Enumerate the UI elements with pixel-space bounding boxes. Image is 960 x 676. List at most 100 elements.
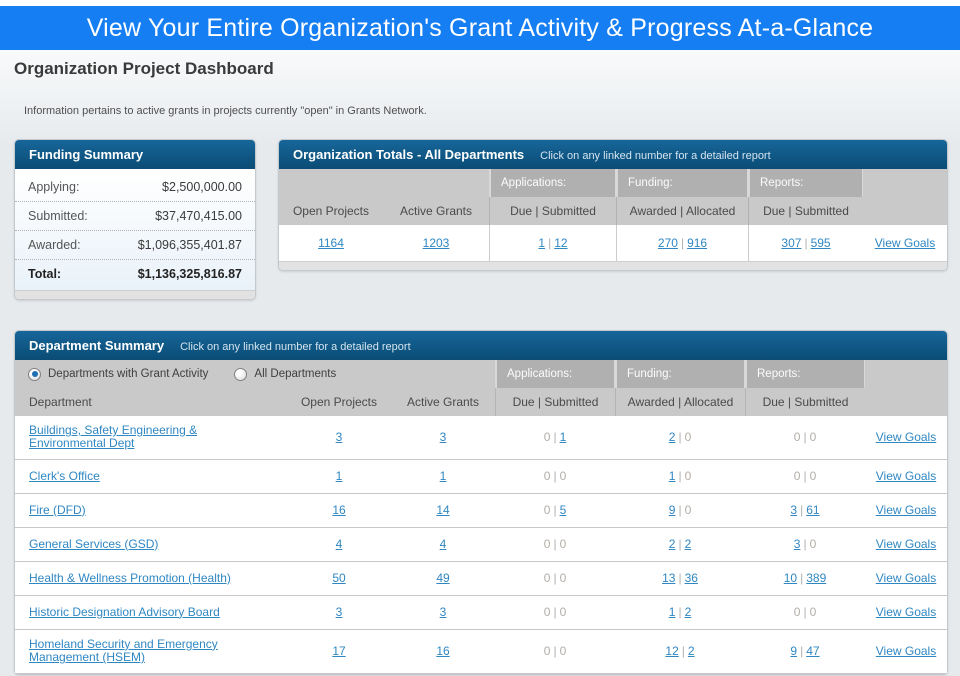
radio-button-icon[interactable] xyxy=(28,367,41,381)
reports-submitted-value[interactable]: 389 xyxy=(806,571,827,586)
funding-awarded-value[interactable]: 13 xyxy=(662,571,676,586)
active-grants-link[interactable]: 16 xyxy=(436,644,450,659)
apps-due-value: 0 xyxy=(543,537,551,552)
active-grants-link[interactable]: 14 xyxy=(436,503,450,518)
active-grants-link[interactable]: 49 xyxy=(436,571,450,586)
reports-due-value: 0 xyxy=(793,469,801,484)
org-col-open-projects: Open Projects xyxy=(292,204,370,218)
dept-group-applications: Applications: xyxy=(495,360,615,388)
open-projects-link[interactable]: 16 xyxy=(332,503,346,518)
pair-separator: | xyxy=(800,503,804,518)
view-goals-link[interactable]: View Goals xyxy=(875,605,937,620)
open-projects-link[interactable]: 3 xyxy=(335,430,343,445)
pair-separator: | xyxy=(553,469,557,484)
department-link[interactable]: Clerk's Office xyxy=(29,468,100,483)
department-filter-zone: Departments with Grant Activity All Depa… xyxy=(15,360,495,388)
funding-allocated-value[interactable]: 36 xyxy=(684,571,698,586)
open-projects-link[interactable]: 17 xyxy=(332,644,346,659)
reports-submitted-value: 0 xyxy=(809,430,817,445)
pair-separator: | xyxy=(800,571,804,586)
funding-awarded-value[interactable]: 12 xyxy=(665,644,679,659)
reports-due-value[interactable]: 3 xyxy=(790,503,798,518)
reports-due-value[interactable]: 3 xyxy=(793,537,801,552)
banner-title: View Your Entire Organization's Grant Ac… xyxy=(86,13,874,42)
pair-separator: | xyxy=(803,469,807,484)
apps-submitted-value: 0 xyxy=(559,469,567,484)
table-row: Homeland Security and Emergency Manageme… xyxy=(15,629,947,674)
department-link[interactable]: Buildings, Safety Engineering & Environm… xyxy=(29,423,198,451)
reports-submitted-value[interactable]: 61 xyxy=(806,503,820,518)
org-totals-subtitle: Click on any linked number for a detaile… xyxy=(540,150,771,162)
pair-separator: | xyxy=(678,430,682,445)
funding-allocated-value: 0 xyxy=(684,469,692,484)
org-apps-due-link[interactable]: 1 xyxy=(538,236,546,250)
funding-allocated-value[interactable]: 2 xyxy=(684,605,692,620)
funding-allocated-value: 0 xyxy=(684,503,692,518)
view-goals-link[interactable]: View Goals xyxy=(875,644,937,659)
active-grants-link[interactable]: 3 xyxy=(439,605,447,620)
table-row: Health & Wellness Promotion (Health) 50 … xyxy=(15,561,947,596)
pair-separator: | xyxy=(678,571,682,586)
open-projects-link[interactable]: 3 xyxy=(335,605,343,620)
funding-value: $2,500,000.00 xyxy=(162,180,242,194)
funding-summary-footer xyxy=(15,290,255,299)
table-row: Fire (DFD) 16 14 0 | 5 9 | 0 3 | 61 View… xyxy=(15,493,947,528)
open-projects-link[interactable]: 50 xyxy=(332,571,346,586)
funding-awarded-value[interactable]: 1 xyxy=(668,605,676,620)
org-view-goals-link[interactable]: View Goals xyxy=(874,236,936,250)
funding-awarded-value[interactable]: 2 xyxy=(668,537,676,552)
funding-allocated-value[interactable]: 2 xyxy=(687,644,695,659)
org-apps-submitted-link[interactable]: 12 xyxy=(554,236,568,250)
view-goals-link[interactable]: View Goals xyxy=(875,503,937,518)
pair-separator: | xyxy=(553,503,557,518)
funding-summary-body: Applying: $2,500,000.00 Submitted: $37,4… xyxy=(15,169,255,290)
view-goals-link[interactable]: View Goals xyxy=(875,571,937,586)
department-link[interactable]: Health & Wellness Promotion (Health) xyxy=(29,570,231,585)
reports-due-value[interactable]: 9 xyxy=(790,644,798,659)
dept-group-reports: Reports: xyxy=(745,360,865,388)
pair-separator: | xyxy=(553,537,557,552)
funding-awarded-value[interactable]: 1 xyxy=(668,469,676,484)
org-group-reports: Reports: xyxy=(748,169,863,197)
open-projects-link[interactable]: 4 xyxy=(335,537,343,552)
pair-separator: | xyxy=(803,605,807,620)
funding-allocated-value[interactable]: 2 xyxy=(684,537,692,552)
department-link[interactable]: Historic Designation Advisory Board xyxy=(29,604,220,619)
funding-awarded-value[interactable]: 2 xyxy=(668,430,676,445)
org-totals-title: Organization Totals - All Departments xyxy=(293,147,525,162)
apps-submitted-value[interactable]: 1 xyxy=(559,430,567,445)
funding-summary-panel: Funding Summary Applying: $2,500,000.00 … xyxy=(14,139,256,300)
active-grants-link[interactable]: 4 xyxy=(439,537,447,552)
org-open-projects-link[interactable]: 1164 xyxy=(318,236,344,250)
view-goals-link[interactable]: View Goals xyxy=(875,430,937,445)
department-link[interactable]: Fire (DFD) xyxy=(29,502,86,517)
radio-all-departments[interactable]: All Departments xyxy=(234,367,336,381)
active-grants-link[interactable]: 1 xyxy=(439,469,447,484)
apps-submitted-value[interactable]: 5 xyxy=(559,503,567,518)
active-grants-link[interactable]: 3 xyxy=(439,430,447,445)
reports-submitted-value[interactable]: 47 xyxy=(806,644,820,659)
reports-submitted-value: 0 xyxy=(809,605,817,620)
pair-separator: | xyxy=(803,430,807,445)
radio-departments-with-grant-activity[interactable]: Departments with Grant Activity xyxy=(28,367,208,381)
apps-submitted-value: 0 xyxy=(559,571,567,586)
radio-button-icon[interactable] xyxy=(234,367,248,381)
apps-due-value: 0 xyxy=(543,605,551,620)
view-goals-link[interactable]: View Goals xyxy=(875,469,937,484)
org-reports-submitted-link[interactable]: 595 xyxy=(810,236,831,250)
view-goals-link[interactable]: View Goals xyxy=(875,537,937,552)
department-link[interactable]: Homeland Security and Emergency Manageme… xyxy=(29,636,218,665)
funding-label: Total: xyxy=(28,267,62,281)
department-link[interactable]: General Services (GSD) xyxy=(29,536,159,551)
org-funding-allocated-link[interactable]: 916 xyxy=(687,236,708,250)
dept-group-funding: Funding: xyxy=(615,360,745,388)
org-active-grants-link[interactable]: 1203 xyxy=(422,236,450,250)
open-projects-link[interactable]: 1 xyxy=(335,469,343,484)
org-col-reports-due-submitted: Due | Submitted xyxy=(748,197,863,225)
table-row: Clerk's Office 1 1 0 | 0 1 | 0 0 | 0 Vie… xyxy=(15,459,947,494)
org-reports-due-link[interactable]: 307 xyxy=(781,236,802,250)
org-funding-awarded-link[interactable]: 270 xyxy=(657,236,678,250)
department-summary-title: Department Summary xyxy=(29,338,165,353)
reports-due-value[interactable]: 10 xyxy=(783,571,798,586)
funding-awarded-value[interactable]: 9 xyxy=(668,503,676,518)
